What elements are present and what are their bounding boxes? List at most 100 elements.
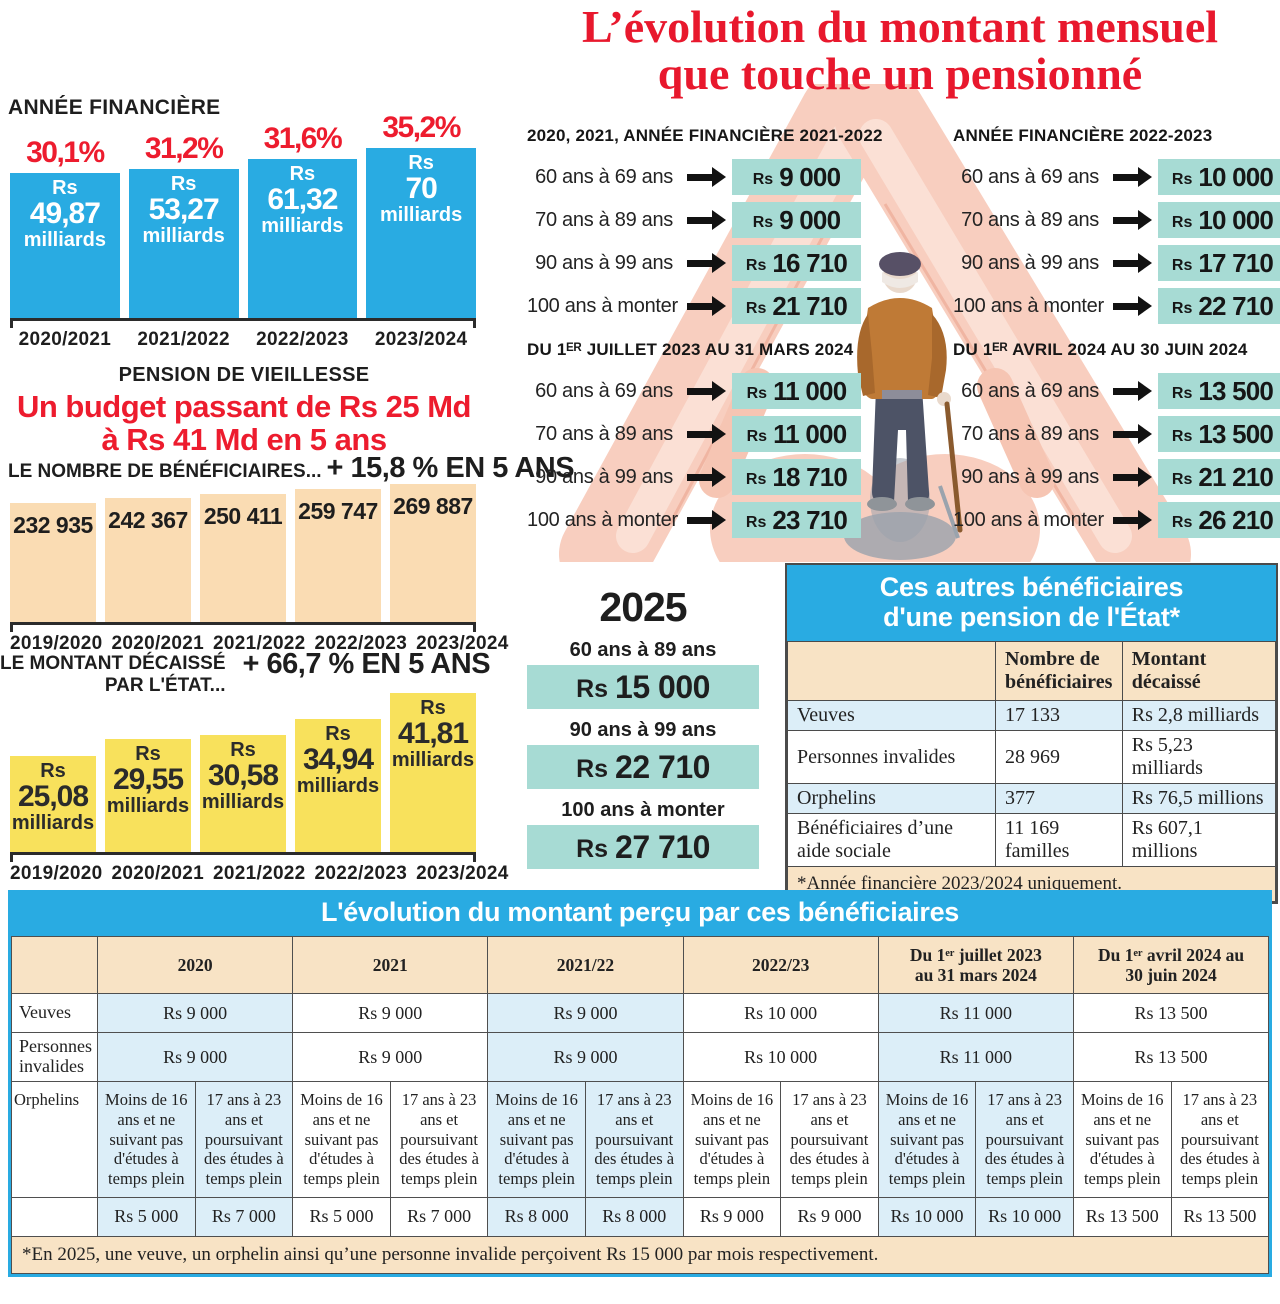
- other-beneficiaries-table: Ces autres bénéficiaires d'une pension d…: [785, 563, 1278, 905]
- age-row: 60 ans à 69 ans Rs 13 500: [953, 373, 1280, 409]
- arrow-right-icon: [1113, 209, 1152, 230]
- x-axis-labels: 2020/2021 2021/2022 2022/2023 2023/2024: [18, 329, 468, 350]
- table-row: Personnes invalides Rs 9 000 Rs 9 000 Rs…: [11, 1032, 1270, 1082]
- bar: 250 411: [200, 494, 286, 622]
- quadrant-2020-2022: 2020, 2021, ANNÉE FINANCIÈRE 2021-2022 6…: [527, 126, 882, 331]
- percent-label: 31,2%: [144, 132, 224, 165]
- table-header-row: Nombre de bénéficiaires Montant décaissé: [787, 641, 1277, 702]
- amount-box: Rs 21 210: [1158, 459, 1280, 495]
- amount-box: Rs 13 500: [1158, 416, 1280, 452]
- bar-column: 31,6% Rs 61,32 milliards: [247, 122, 358, 318]
- bar: Rs 34,94 milliards: [295, 719, 381, 852]
- x-axis: [10, 622, 476, 632]
- age-row: 90 ans à 99 ans Rs 17 710: [953, 245, 1280, 281]
- bar: Rs 30,58 milliards: [200, 735, 286, 852]
- bar: Rs 25,08 milliards: [10, 756, 96, 852]
- table-row: Veuves Rs 9 000 Rs 9 000 Rs 9 000 Rs 10 …: [11, 993, 1270, 1033]
- age-row: 100 ans à monter Rs 22 710: [953, 288, 1280, 324]
- year-2025-section: 2025 60 ans à 89 ans Rs 15 000 90 ans à 9…: [527, 584, 759, 870]
- age-row: 70 ans à 89 ans Rs 9 000: [527, 202, 861, 238]
- age-row: 60 ans à 69 ans Rs 11 000: [527, 373, 861, 409]
- table-footnote: *En 2025, une veuve, un orphelin ainsi q…: [10, 1235, 1270, 1274]
- arrow-right-icon: [1113, 466, 1152, 487]
- amount-box: Rs 11 000: [732, 416, 861, 452]
- x-axis-labels: 2019/2020 2020/2021 2021/2022 2022/2023 …: [10, 633, 509, 654]
- amount-box: Rs 9 000: [732, 159, 861, 195]
- percent-label: 30,1%: [26, 136, 105, 169]
- amount-box: Rs 23 710: [732, 502, 861, 538]
- bar: 232 935: [10, 503, 96, 622]
- arrow-right-icon: [1113, 509, 1152, 530]
- age-row: 60 ans à 69 ans Rs 9 000: [527, 159, 861, 195]
- arrow-right-icon: [687, 252, 726, 273]
- bar: Rs 53,27 milliards: [128, 169, 239, 318]
- table-row: Orphelins Moins de 16 ans et ne suivant …: [11, 1081, 1270, 1198]
- arrow-right-icon: [687, 423, 726, 444]
- arrow-right-icon: [687, 166, 726, 187]
- pension-kicker: PENSION DE VIEILLESSE: [118, 364, 370, 386]
- amount-box: Rs 15 000: [527, 665, 759, 710]
- amount-box: Rs 22 710: [1158, 288, 1280, 324]
- column-header: Du 1ᵉʳ avril 2024 au 30 juin 2024: [1072, 936, 1270, 994]
- quadrant-juillet2023-mars2024: DU 1ᴱᴿ JUILLET 2023 AU 31 MARS 2024 60 a…: [527, 340, 861, 545]
- evolution-table: L'évolution du montant perçu par ces bén…: [8, 890, 1272, 1277]
- bar: Rs 61,32 milliards: [247, 159, 358, 318]
- amount-box: Rs 10 000: [1158, 202, 1280, 238]
- age-row: 70 ans à 89 ans Rs 13 500: [953, 416, 1280, 452]
- table-row: Veuves 17 133 Rs 2,8 milliards: [787, 700, 1277, 732]
- chart1-title: ANNÉE FINANCIÈRE: [8, 96, 221, 119]
- amount-box: Rs 21 710: [732, 288, 861, 324]
- x-axis: [10, 852, 476, 862]
- quadrant-header: DU 1ᴱᴿ JUILLET 2023 AU 31 MARS 2024: [527, 340, 854, 359]
- bar: 269 887: [390, 484, 476, 622]
- bar: Rs 41,81 milliards: [390, 693, 476, 852]
- table-row: Rs 5 000 Rs 7 000 Rs 5 000 Rs 7 000 Rs 8 0…: [11, 1196, 1270, 1237]
- column-header: 2021: [292, 936, 489, 994]
- budget-share-chart: 30,1% Rs 49,87 milliards 31,2% Rs 53,27 …: [10, 110, 476, 351]
- amount-box: Rs 27 710: [527, 825, 759, 870]
- bar: Rs 29,55 milliards: [105, 739, 191, 852]
- percent-label: 31,6%: [263, 122, 343, 155]
- age-row: 60 ans à 69 ans Rs 10 000: [953, 159, 1280, 195]
- x-axis: [10, 318, 476, 328]
- quadrant-avril2024-juin2024: DU 1ᴱᴿ AVRIL 2024 AU 30 JUIN 2024 60 ans…: [953, 340, 1280, 545]
- amount-box: Rs 17 710: [1158, 245, 1280, 281]
- year-2025-title: 2025: [599, 584, 687, 630]
- arrow-right-icon: [1113, 380, 1152, 401]
- column-header: Montant décaissé: [1121, 641, 1277, 702]
- quadrant-2022-2023: ANNÉE FINANCIÈRE 2022-2023 60 ans à 69 a…: [953, 126, 1280, 331]
- pension-heading: PENSION DE VIEILLESSE Un budget passant …: [8, 364, 480, 456]
- age-row: 70 ans à 89 ans Rs 11 000: [527, 416, 861, 452]
- amount-box: Rs 16 710: [732, 245, 861, 281]
- table-title: Ces autres bénéficiaires d'une pension d…: [787, 565, 1276, 642]
- arrow-right-icon: [687, 380, 726, 401]
- disbursed-chart: Rs 25,08 milliards Rs 29,55 milliards Rs 30,5…: [10, 672, 509, 885]
- age-row: 100 ans à monter Rs 21 710: [527, 288, 861, 324]
- elderly-man-illustration: [844, 252, 963, 560]
- amount-box: Rs 26 210: [1158, 502, 1280, 538]
- age-row: 90 ans à 99 ans Rs 16 710: [527, 245, 861, 281]
- arrow-right-icon: [1113, 295, 1152, 316]
- page-title: L’évolution du montant mensuel que touch…: [581, 1, 1219, 99]
- bar: 259 747: [295, 489, 381, 622]
- table-header-row: 2020 2021 2021/22 2022/23 Du 1ᵉʳ juillet…: [11, 936, 1270, 994]
- disbursed-chart-title: LE MONTANT DÉCAISSÉ PAR L'ÉTAT... + 66,7…: [0, 648, 491, 697]
- column-header: Nombre de bénéficiaires: [994, 641, 1123, 702]
- bar-column: 30,1% Rs 49,87 milliards: [10, 136, 120, 318]
- x-axis-labels: 2019/2020 2020/2021 2021/2022 2022/2023 …: [10, 863, 509, 884]
- column-header: 2022/23: [682, 936, 879, 994]
- arrow-right-icon: [1113, 423, 1152, 444]
- amount-box: Rs 18 710: [732, 459, 861, 495]
- percent-label: 35,2%: [382, 111, 461, 144]
- bar: 242 367: [105, 498, 191, 622]
- age-row: 70 ans à 89 ans Rs 10 000: [953, 202, 1280, 238]
- quadrant-header: DU 1ᴱᴿ AVRIL 2024 AU 30 JUIN 2024: [953, 340, 1248, 359]
- quadrant-header: ANNÉE FINANCIÈRE 2022-2023: [953, 126, 1213, 145]
- column-header: 2020: [96, 936, 294, 994]
- column-header: Du 1ᵉʳ juillet 2023 au 31 mars 2024: [877, 936, 1074, 994]
- bar: Rs 49,87 milliards: [10, 173, 120, 318]
- age-row: 100 ans à monter Rs 23 710: [527, 502, 861, 538]
- table-row: Orphelins 377 Rs 76,5 millions: [787, 783, 1277, 815]
- age-row: 90 ans à 99 ans Rs 21 210: [953, 459, 1280, 495]
- beneficiaries-chart-title: LE NOMBRE DE BÉNÉFICIAIRES... + 15,8 % E…: [8, 452, 575, 484]
